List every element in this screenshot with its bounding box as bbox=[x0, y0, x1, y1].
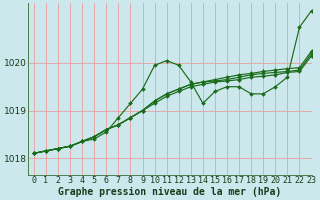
X-axis label: Graphe pression niveau de la mer (hPa): Graphe pression niveau de la mer (hPa) bbox=[58, 186, 281, 197]
